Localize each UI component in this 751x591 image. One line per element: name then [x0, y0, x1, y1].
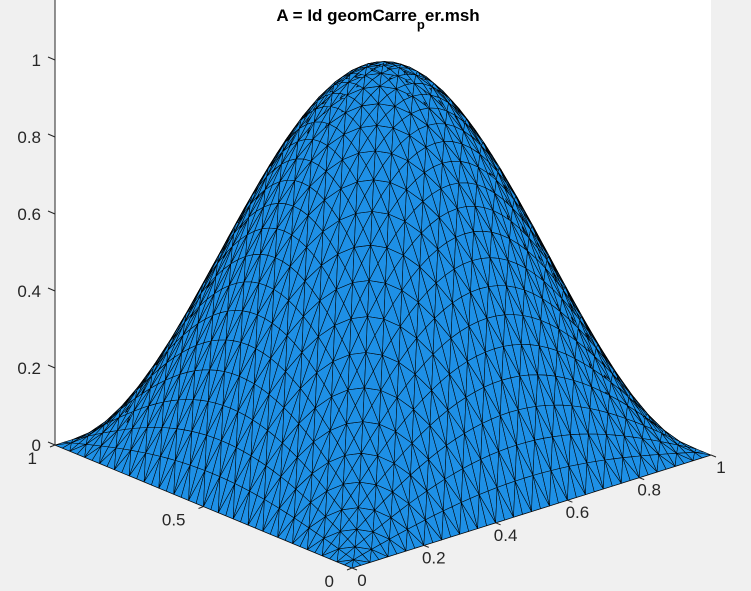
y-tick-label: 0.8	[637, 481, 661, 500]
surface-mesh	[54, 61, 712, 569]
z-tick-mark	[47, 210, 56, 215]
x-tick-label: 1	[28, 449, 37, 468]
z-tick-label: 0	[32, 436, 41, 455]
y-tick-mark	[567, 499, 573, 503]
x-tick-label: 0.5	[162, 511, 186, 530]
z-tick-mark	[47, 56, 56, 61]
chart-title-suffix: er.msh	[425, 6, 480, 25]
y-tick-mark	[423, 544, 429, 548]
surface-face	[568, 466, 586, 498]
surface-face	[604, 459, 622, 487]
y-tick-label: 1	[716, 458, 725, 477]
y-tick-mark	[710, 454, 717, 458]
x-tick-mark	[49, 444, 56, 448]
z-tick-mark	[47, 364, 56, 369]
surface-face	[694, 452, 712, 459]
y-tick-label: 0.4	[494, 526, 518, 545]
surface-face	[679, 441, 697, 450]
y-tick-label: 0.6	[566, 503, 590, 522]
z-tick-label: 0.8	[17, 128, 41, 147]
z-tick-label: 0.6	[17, 205, 41, 224]
y-tick-mark	[351, 567, 358, 571]
z-tick-label: 1	[32, 51, 41, 70]
chart-title-subscript: p	[417, 17, 425, 32]
x-tick-mark	[346, 567, 353, 571]
z-tick-label: 0.2	[17, 359, 41, 378]
chart-title-prefix: A = Id geomCarre	[276, 6, 417, 25]
y-tick-label: 0.2	[422, 548, 446, 567]
x-tick-mark	[198, 506, 204, 509]
z-tick-label: 0.4	[17, 282, 41, 301]
surface-face	[407, 529, 425, 549]
surface-face	[550, 470, 568, 504]
surface-face	[622, 457, 640, 481]
surface-face	[353, 559, 371, 566]
z-tick-mark	[47, 133, 56, 138]
y-tick-label: 0	[357, 571, 366, 590]
z-tick-mark	[47, 441, 56, 446]
surface-face	[640, 455, 658, 476]
y-tick-mark	[495, 522, 501, 526]
z-tick-mark	[47, 287, 56, 292]
x-tick-label: 0	[325, 572, 334, 591]
y-tick-mark	[639, 477, 645, 481]
chart-title: A = Id geomCarreper.msh	[276, 6, 479, 32]
surface-face	[658, 454, 676, 470]
